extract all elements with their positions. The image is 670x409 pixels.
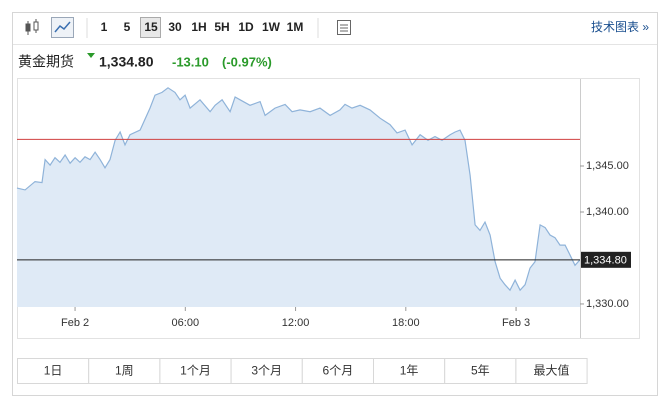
x-tick-label: 12:00 — [282, 317, 310, 329]
interval[interactable]: 5H — [214, 20, 229, 34]
change-pct: (-0.97%) — [222, 54, 272, 69]
interval[interactable]: 1 — [101, 20, 108, 34]
y-tick-label: 1,330.00 — [586, 298, 629, 310]
change: -13.10 — [172, 54, 209, 69]
technical-link[interactable]: 技术图表 » — [591, 20, 649, 34]
selected-interval — [140, 17, 161, 38]
range-label[interactable]: 5年 — [471, 364, 490, 378]
interval[interactable]: 1H — [191, 20, 206, 34]
line — [16, 87, 581, 292]
range-label[interactable]: 1日 — [44, 364, 63, 378]
interval[interactable]: 1D — [238, 20, 254, 34]
candle-icon[interactable] — [25, 19, 39, 35]
x-tick-label: Feb 3 — [502, 317, 530, 329]
range-label[interactable]: 1周 — [115, 364, 134, 378]
range-group: 1日 1周 1个月 3个月 6个月 1年 5年 最大值 — [17, 358, 588, 384]
last-price-box — [581, 251, 631, 268]
interval[interactable]: 1W — [262, 20, 281, 34]
range-button[interactable] — [159, 358, 232, 384]
range-label[interactable]: 3个月 — [251, 364, 282, 378]
area — [17, 87, 580, 307]
x-tick-label: 06:00 — [172, 317, 200, 329]
interval[interactable]: 1M — [287, 20, 304, 34]
range-button[interactable] — [515, 358, 588, 384]
range-button[interactable] — [17, 358, 90, 384]
last-price-label: 1,334.80 — [584, 255, 627, 267]
interval[interactable]: 30 — [168, 20, 182, 34]
range-label[interactable]: 最大值 — [533, 363, 569, 378]
table-icon[interactable] — [337, 20, 351, 35]
range-label[interactable]: 1个月 — [180, 364, 211, 378]
instrument: 黄金期货 — [18, 54, 74, 70]
range-button[interactable] — [230, 358, 303, 384]
interval-group: 1 5 15 30 1H 5H 1D 1W 1M — [101, 20, 304, 34]
range-button[interactable] — [88, 358, 161, 384]
line-icon[interactable] — [51, 17, 74, 38]
down-arrow — [87, 53, 95, 58]
y-tick-label: 1,340.00 — [586, 206, 629, 218]
interval[interactable]: 15 — [144, 20, 158, 34]
x-tick-label: Feb 2 — [61, 317, 89, 329]
range-label[interactable]: 6个月 — [323, 364, 354, 378]
y-tick-label: 1,345.00 — [586, 160, 629, 172]
range-label[interactable]: 1年 — [400, 364, 419, 378]
last-price: 1,334.80 — [99, 54, 154, 70]
range-button[interactable] — [444, 358, 517, 384]
interval[interactable]: 5 — [124, 20, 131, 34]
range-button[interactable] — [373, 358, 446, 384]
plot: Investing.com1,345.001,340.001,330.001,3… — [16, 79, 631, 338]
x-tick-label: 18:00 — [392, 317, 420, 329]
